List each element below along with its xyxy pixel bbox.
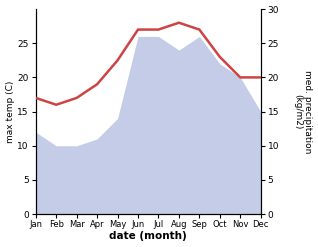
Y-axis label: max temp (C): max temp (C) (5, 80, 15, 143)
Y-axis label: med. precipitation
(kg/m2): med. precipitation (kg/m2) (293, 70, 313, 153)
X-axis label: date (month): date (month) (109, 231, 187, 242)
